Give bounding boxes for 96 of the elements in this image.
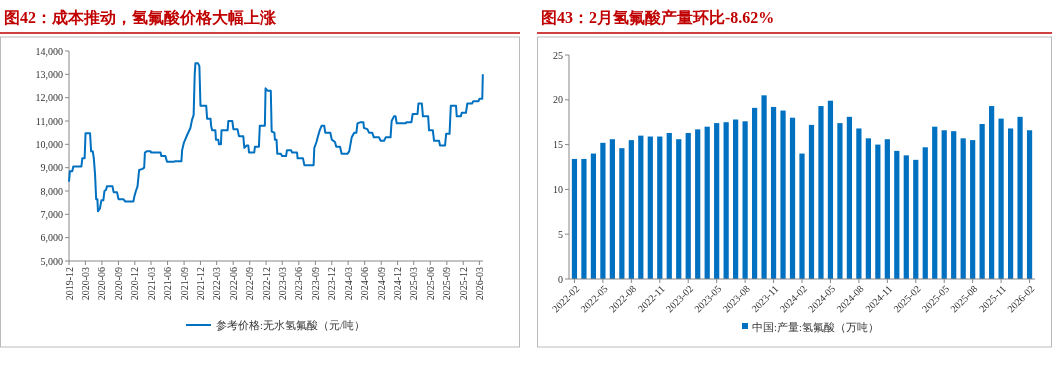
x-tick-label: 2024-12 bbox=[392, 267, 404, 301]
x-tick-label: 2021-12 bbox=[194, 267, 206, 301]
bar bbox=[913, 159, 919, 279]
bar bbox=[808, 124, 815, 279]
legend-label: 参考价格:无水氢氟酸（元/吨） bbox=[216, 318, 365, 331]
bar bbox=[723, 122, 729, 279]
y-tick-label: 10 bbox=[553, 183, 563, 195]
x-tick-label: 2023-06 bbox=[293, 267, 305, 301]
y-tick-label: 15 bbox=[553, 139, 563, 151]
y-tick-label: 0 bbox=[558, 273, 563, 285]
y-tick-label: 9,000 bbox=[40, 162, 63, 174]
bar bbox=[647, 136, 653, 279]
bar bbox=[714, 123, 720, 279]
bar bbox=[903, 155, 909, 279]
y-tick-label: 5,000 bbox=[40, 255, 63, 267]
y-tick-label: 10,000 bbox=[35, 138, 63, 150]
y-tick-label: 13,000 bbox=[35, 68, 63, 80]
bar bbox=[761, 95, 767, 279]
x-tick-label: 2023-12 bbox=[326, 267, 338, 301]
line-series bbox=[68, 62, 484, 213]
bar bbox=[666, 132, 672, 279]
bar bbox=[789, 117, 796, 279]
bar bbox=[989, 106, 995, 279]
bar bbox=[979, 123, 985, 279]
bar bbox=[1026, 130, 1033, 279]
x-tick-label: 2020-03 bbox=[79, 267, 91, 301]
bar bbox=[780, 110, 786, 279]
bar bbox=[733, 119, 739, 279]
x-tick-label: 2020-06 bbox=[96, 267, 108, 301]
bar bbox=[676, 139, 682, 279]
y-tick-label: 14,000 bbox=[35, 45, 63, 57]
bar bbox=[799, 153, 805, 279]
bar bbox=[894, 150, 900, 279]
x-tick-label: 2022-09 bbox=[244, 267, 256, 301]
bar bbox=[685, 132, 691, 279]
bar bbox=[619, 148, 625, 279]
x-tick-label: 2023-09 bbox=[309, 267, 321, 301]
bar bbox=[638, 135, 644, 279]
x-tick-label: 2025-06 bbox=[424, 267, 436, 301]
x-tick-label: 2021-09 bbox=[178, 267, 190, 301]
bar bbox=[960, 138, 966, 279]
bar bbox=[827, 100, 834, 279]
bar bbox=[970, 140, 976, 279]
chart-title: 图43：2月氢氟酸产量环比-8.62% bbox=[541, 9, 775, 26]
chart-title: 图42：成本推动，氢氟酸价格大幅上涨 bbox=[4, 9, 277, 26]
bar bbox=[951, 131, 957, 279]
x-tick-label: 2024-09 bbox=[375, 267, 387, 301]
bar bbox=[600, 142, 606, 279]
bar bbox=[875, 144, 881, 279]
x-tick-label: 2020-09 bbox=[112, 267, 124, 301]
bar bbox=[742, 121, 748, 279]
bar bbox=[1017, 116, 1023, 279]
y-tick-label: 7,000 bbox=[40, 208, 63, 220]
y-tick-label: 12,000 bbox=[35, 92, 63, 104]
bar bbox=[770, 106, 777, 279]
x-tick-label: 2025-12 bbox=[457, 267, 469, 301]
bar bbox=[704, 126, 710, 279]
bar bbox=[856, 128, 862, 279]
bar bbox=[581, 158, 587, 279]
x-tick-label: 2022-06 bbox=[227, 267, 239, 301]
x-tick-label: 2022-03 bbox=[211, 267, 223, 301]
y-tick-label: 8,000 bbox=[40, 185, 63, 197]
bar bbox=[695, 129, 701, 279]
x-tick-label: 2021-06 bbox=[162, 267, 174, 301]
bar bbox=[628, 140, 634, 279]
bar bbox=[751, 107, 758, 279]
bar bbox=[846, 116, 853, 279]
bar bbox=[941, 130, 947, 279]
y-tick-label: 5 bbox=[558, 228, 563, 240]
x-tick-label: 2019-12 bbox=[63, 267, 75, 301]
x-tick-label: 2022-12 bbox=[260, 267, 272, 301]
bar bbox=[571, 158, 578, 279]
y-tick-label: 20 bbox=[553, 94, 563, 106]
bar bbox=[837, 123, 843, 279]
x-tick-label: 2025-03 bbox=[408, 267, 420, 301]
y-tick-label: 11,000 bbox=[35, 115, 63, 127]
x-tick-label: 2025-09 bbox=[441, 267, 453, 301]
x-tick-label: 2023-03 bbox=[276, 267, 288, 301]
bar bbox=[818, 106, 824, 279]
y-tick-label: 6,000 bbox=[40, 232, 63, 244]
legend-label: 中国:产量:氢氟酸（万吨） bbox=[752, 320, 879, 333]
x-tick-label: 2024-03 bbox=[342, 267, 354, 301]
x-tick-label: 2021-03 bbox=[145, 267, 157, 301]
x-tick-label: 2020-12 bbox=[129, 267, 141, 301]
bar bbox=[884, 139, 890, 279]
bar bbox=[609, 139, 615, 279]
bar bbox=[865, 138, 871, 279]
bar bbox=[922, 147, 928, 279]
bar bbox=[657, 136, 663, 279]
bar bbox=[1007, 128, 1014, 279]
bar bbox=[590, 153, 597, 279]
x-tick-label: 2026-03 bbox=[473, 267, 485, 301]
bar bbox=[998, 118, 1004, 279]
bar bbox=[932, 126, 938, 279]
x-tick-label: 2024-06 bbox=[359, 267, 371, 301]
y-tick-label: 25 bbox=[553, 49, 563, 61]
